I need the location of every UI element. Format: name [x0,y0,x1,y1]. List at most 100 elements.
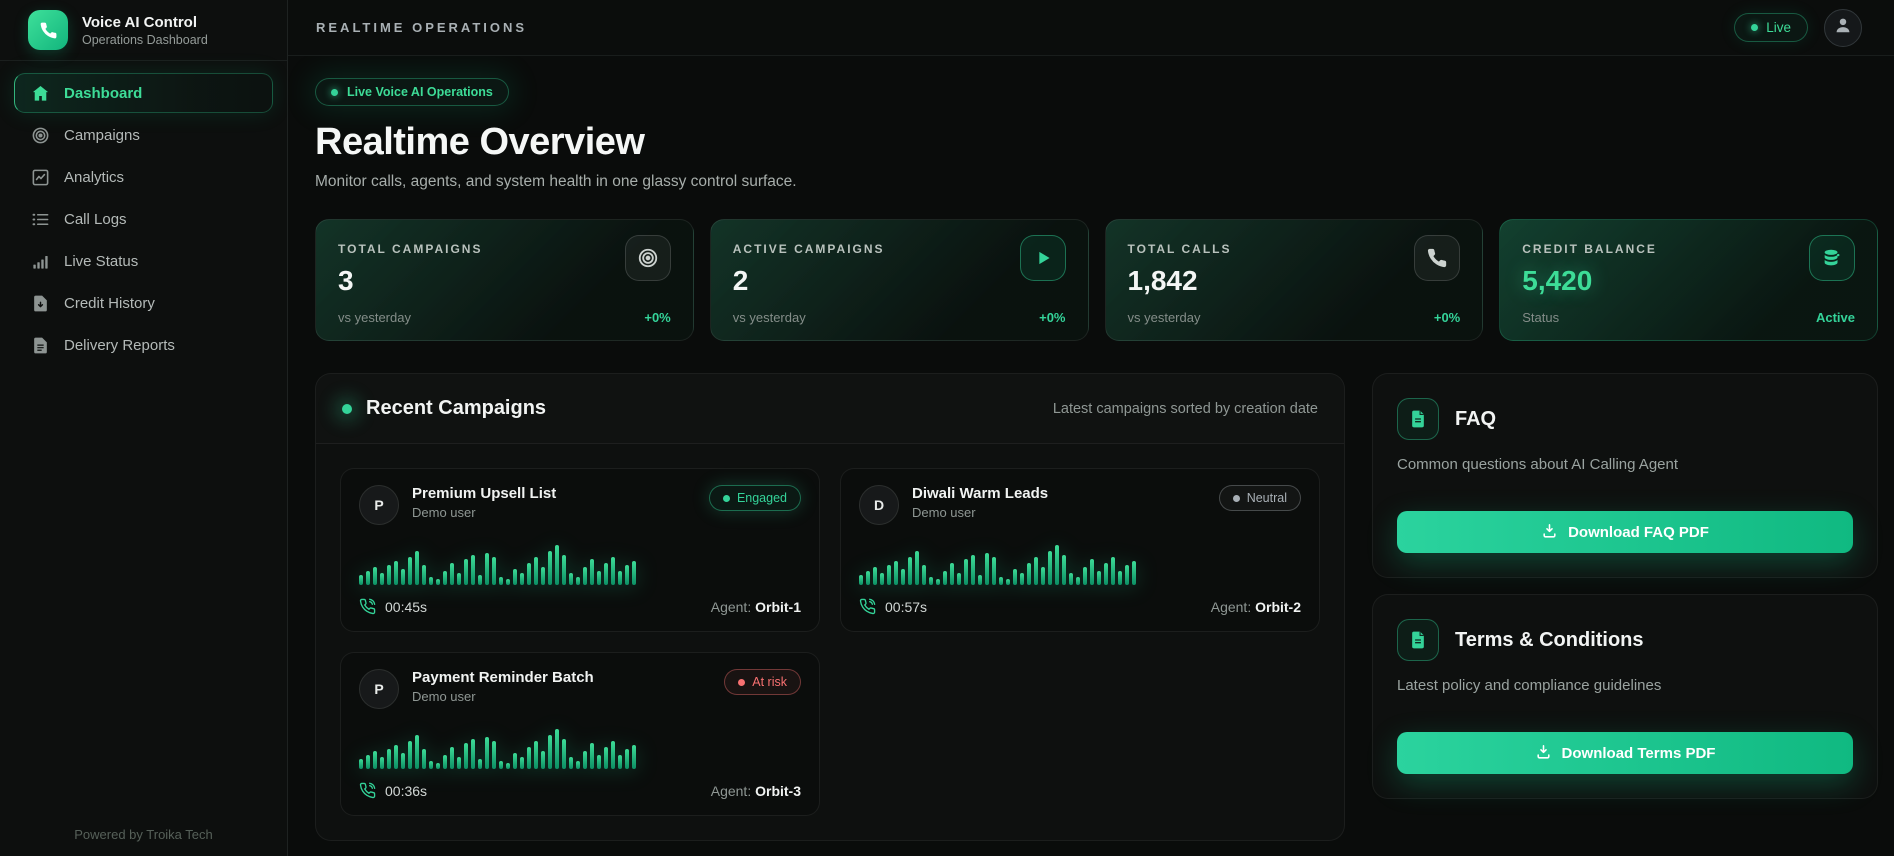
topbar-title: REALTIME OPERATIONS [316,20,528,35]
stat-card: ACTIVE CAMPAIGNS 2 vs yesterday +0% [709,219,1089,341]
call-waveform [359,545,801,585]
home-icon [30,83,50,103]
agent-label: Agent: [710,598,752,615]
avatar[interactable] [1824,8,1862,47]
sidebar-item[interactable]: Dashboard [14,73,273,113]
stat-footer-label: vs yesterday [732,310,806,325]
sidebar-item[interactable]: Call Logs [14,199,273,239]
stat-footer-label: vs yesterday [1127,310,1201,325]
download-icon [1541,522,1558,543]
stat-label: TOTAL CAMPAIGNS [338,242,483,256]
campaign-name: Payment Reminder Batch [412,669,594,686]
campaign-avatar: D [859,485,899,525]
resource-title: Terms & Conditions [1455,628,1644,651]
recent-campaigns-subtitle: Latest campaigns sorted by creation date [1052,400,1318,417]
phone-icon [1414,235,1461,281]
target-icon [624,235,671,281]
hero-badge-label: Live Voice AI Operations [347,85,493,99]
content: Live Voice AI Operations Realtime Overvi… [288,56,1894,856]
call-waveform [859,545,1301,585]
download-button[interactable]: Download FAQ PDF [1397,511,1853,553]
campaign-owner: Demo user [412,689,476,704]
status-dot-icon [738,678,746,686]
campaign-card[interactable]: D Diwali Warm Leads Demo user Neutral [840,468,1320,632]
doc-icon [1397,398,1439,440]
stat-footer-label: Status [1522,310,1560,325]
status-dot-icon [722,494,730,502]
resources-column: FAQ Common questions about AI Calling Ag… [1372,373,1878,799]
powered-by: Powered by Troika Tech [74,827,213,842]
file-down-icon [30,293,50,313]
page-subtitle: Monitor calls, agents, and system health… [315,173,797,190]
sidebar-item-label: Live Status [64,252,139,270]
call-duration: 00:57s [885,598,928,615]
stat-value: 2 [732,265,749,296]
phone-call-icon [359,598,376,615]
brand-subtitle: Operations Dashboard [82,32,208,47]
file-text-icon [30,335,50,355]
status-dot-icon [1232,494,1240,502]
download-icon [1535,743,1552,764]
campaign-grid: P Premium Upsell List Demo user Engaged [316,444,1344,840]
stat-value: 5,420 [1522,265,1593,296]
campaign-card[interactable]: P Payment Reminder Batch Demo user At ri… [340,652,820,816]
sidebar-item-label: Delivery Reports [64,336,175,354]
stat-footer-value: +0% [644,310,671,325]
agent-name: Orbit-3 [755,782,801,799]
sidebar-item[interactable]: Live Status [14,241,273,281]
download-button[interactable]: Download Terms PDF [1397,732,1853,774]
brand: Voice AI Control Operations Dashboard [0,0,287,61]
campaign-name: Premium Upsell List [412,485,557,502]
call-duration: 00:45s [385,598,428,615]
hero: Live Voice AI Operations Realtime Overvi… [315,78,1878,191]
agent-label: Agent: [710,782,752,799]
resource-title: FAQ [1455,407,1497,430]
agent-name: Orbit-2 [1255,598,1301,615]
live-dot-icon [1751,24,1759,31]
sidebar-item-label: Campaigns [64,126,140,144]
resource-description: Common questions about AI Calling Agent [1397,456,1679,473]
campaign-avatar: P [359,669,399,709]
status-dot-icon [331,88,338,96]
stat-label: CREDIT BALANCE [1522,242,1657,256]
stat-label: ACTIVE CAMPAIGNS [732,242,885,256]
campaign-card[interactable]: P Premium Upsell List Demo user Engaged [340,468,820,632]
phone-call-icon [859,598,876,615]
stat-footer-value: +0% [1433,310,1461,325]
campaign-name: Diwali Warm Leads [912,485,1049,502]
list-icon [30,209,50,229]
target-icon [30,125,50,145]
sidebar-item-label: Analytics [64,168,125,186]
stat-footer-value: +0% [1039,310,1066,325]
signal-icon [30,251,50,271]
brand-title: Voice AI Control [82,13,198,31]
call-waveform [359,729,801,769]
resource-description: Latest policy and compliance guidelines [1397,677,1662,694]
page-title: Realtime Overview [315,121,645,163]
user-icon [1833,15,1853,40]
phone-icon [28,10,68,50]
sidebar-item-label: Dashboard [64,84,143,102]
status-badge: Neutral [1218,485,1301,511]
sidebar-item[interactable]: Delivery Reports [14,325,273,365]
recent-campaigns-title: Recent Campaigns [342,397,546,420]
live-label: Live [1766,20,1791,35]
download-button-label: Download Terms PDF [1561,744,1716,762]
stat-card: CREDIT BALANCE 5,420 Status Active [1499,219,1878,341]
columns: Recent Campaigns Latest campaigns sorted… [315,373,1878,841]
stat-footer-value: Active [1815,310,1855,325]
stat-label: TOTAL CALLS [1127,242,1232,256]
call-duration: 00:36s [385,782,428,799]
sidebar-item[interactable]: Analytics [14,157,273,197]
sidebar-item[interactable]: Campaigns [14,115,273,155]
phone-call-icon [359,782,376,799]
live-badge: Live [1734,13,1808,42]
main-area: REALTIME OPERATIONS Live Live Voice AI O… [288,0,1894,856]
sidebar-item[interactable]: Credit History [14,283,273,323]
play-icon [1019,235,1066,281]
pulse-dot-icon [342,403,352,414]
campaign-owner: Demo user [912,505,976,520]
recent-campaigns-panel: Recent Campaigns Latest campaigns sorted… [315,373,1345,841]
agent-label: Agent: [1210,598,1252,615]
